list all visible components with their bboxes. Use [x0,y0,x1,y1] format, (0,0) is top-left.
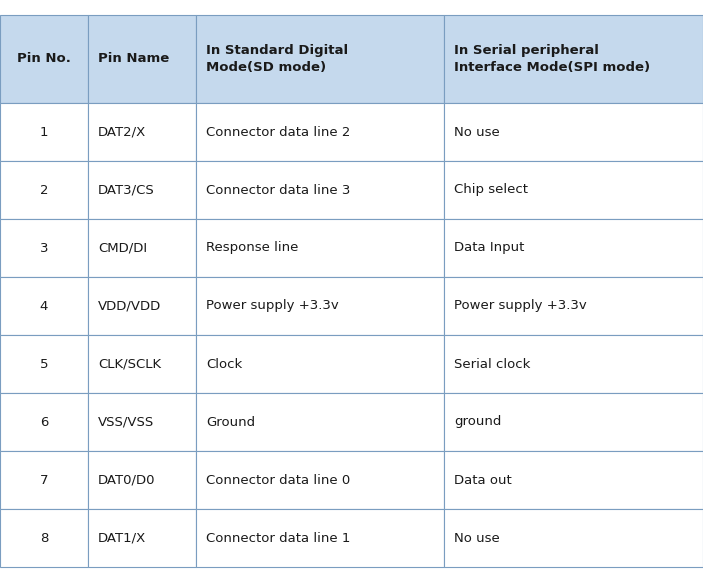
Text: 3: 3 [40,241,49,254]
Bar [444,15,703,103]
Bar [444,335,703,393]
Bar [0,219,88,277]
Bar [196,219,444,277]
Text: Serial clock: Serial clock [454,358,530,371]
Text: Connector data line 0: Connector data line 0 [206,473,350,486]
Bar [196,451,444,509]
Text: In Serial peripheral
Interface Mode(SPI mode): In Serial peripheral Interface Mode(SPI … [454,44,650,74]
Text: DAT0/D0: DAT0/D0 [98,473,155,486]
Text: Clock: Clock [206,358,243,371]
Bar [444,219,703,277]
Text: Pin No.: Pin No. [17,53,71,65]
Bar [88,451,196,509]
Text: Power supply +3.3v: Power supply +3.3v [206,300,339,312]
Bar [88,335,196,393]
Bar [196,161,444,219]
Text: Response line: Response line [206,241,298,254]
Bar [444,277,703,335]
Text: No use: No use [454,125,500,139]
Bar [196,277,444,335]
Text: 7: 7 [40,473,49,486]
Text: VSS/VSS: VSS/VSS [98,415,154,429]
Text: DAT2/X: DAT2/X [98,125,146,139]
Bar [0,15,88,103]
Bar [196,393,444,451]
Text: 1: 1 [40,125,49,139]
Text: 2: 2 [40,183,49,197]
Bar [0,393,88,451]
Bar [444,161,703,219]
Text: DAT3/CS: DAT3/CS [98,183,155,197]
Bar [0,161,88,219]
Text: VDD/VDD: VDD/VDD [98,300,161,312]
Text: Pin Name: Pin Name [98,53,169,65]
Bar [88,393,196,451]
Text: 6: 6 [40,415,49,429]
Text: No use: No use [454,532,500,544]
Text: Data Input: Data Input [454,241,524,254]
Bar [88,103,196,161]
Text: 8: 8 [40,532,49,544]
Text: Connector data line 3: Connector data line 3 [206,183,350,197]
Bar [0,451,88,509]
Text: 4: 4 [40,300,49,312]
Bar [444,103,703,161]
Bar [88,15,196,103]
Text: Connector data line 1: Connector data line 1 [206,532,350,544]
Bar [196,15,444,103]
Text: Data out: Data out [454,473,512,486]
Bar [0,277,88,335]
Bar [0,335,88,393]
Bar [0,509,88,567]
Bar [444,509,703,567]
Bar [88,219,196,277]
Bar [444,393,703,451]
Bar [444,451,703,509]
Text: ground: ground [454,415,501,429]
Text: In Standard Digital
Mode(SD mode): In Standard Digital Mode(SD mode) [206,44,348,74]
Text: Connector data line 2: Connector data line 2 [206,125,350,139]
Bar [0,103,88,161]
Text: 5: 5 [40,358,49,371]
Text: Chip select: Chip select [454,183,528,197]
Bar [88,509,196,567]
Text: CMD/DI: CMD/DI [98,241,147,254]
Text: Ground: Ground [206,415,255,429]
Bar [88,277,196,335]
Text: CLK/SCLK: CLK/SCLK [98,358,161,371]
Bar [196,103,444,161]
Bar [196,509,444,567]
Text: DAT1/X: DAT1/X [98,532,146,544]
Bar [88,161,196,219]
Bar [196,335,444,393]
Text: Power supply +3.3v: Power supply +3.3v [454,300,587,312]
